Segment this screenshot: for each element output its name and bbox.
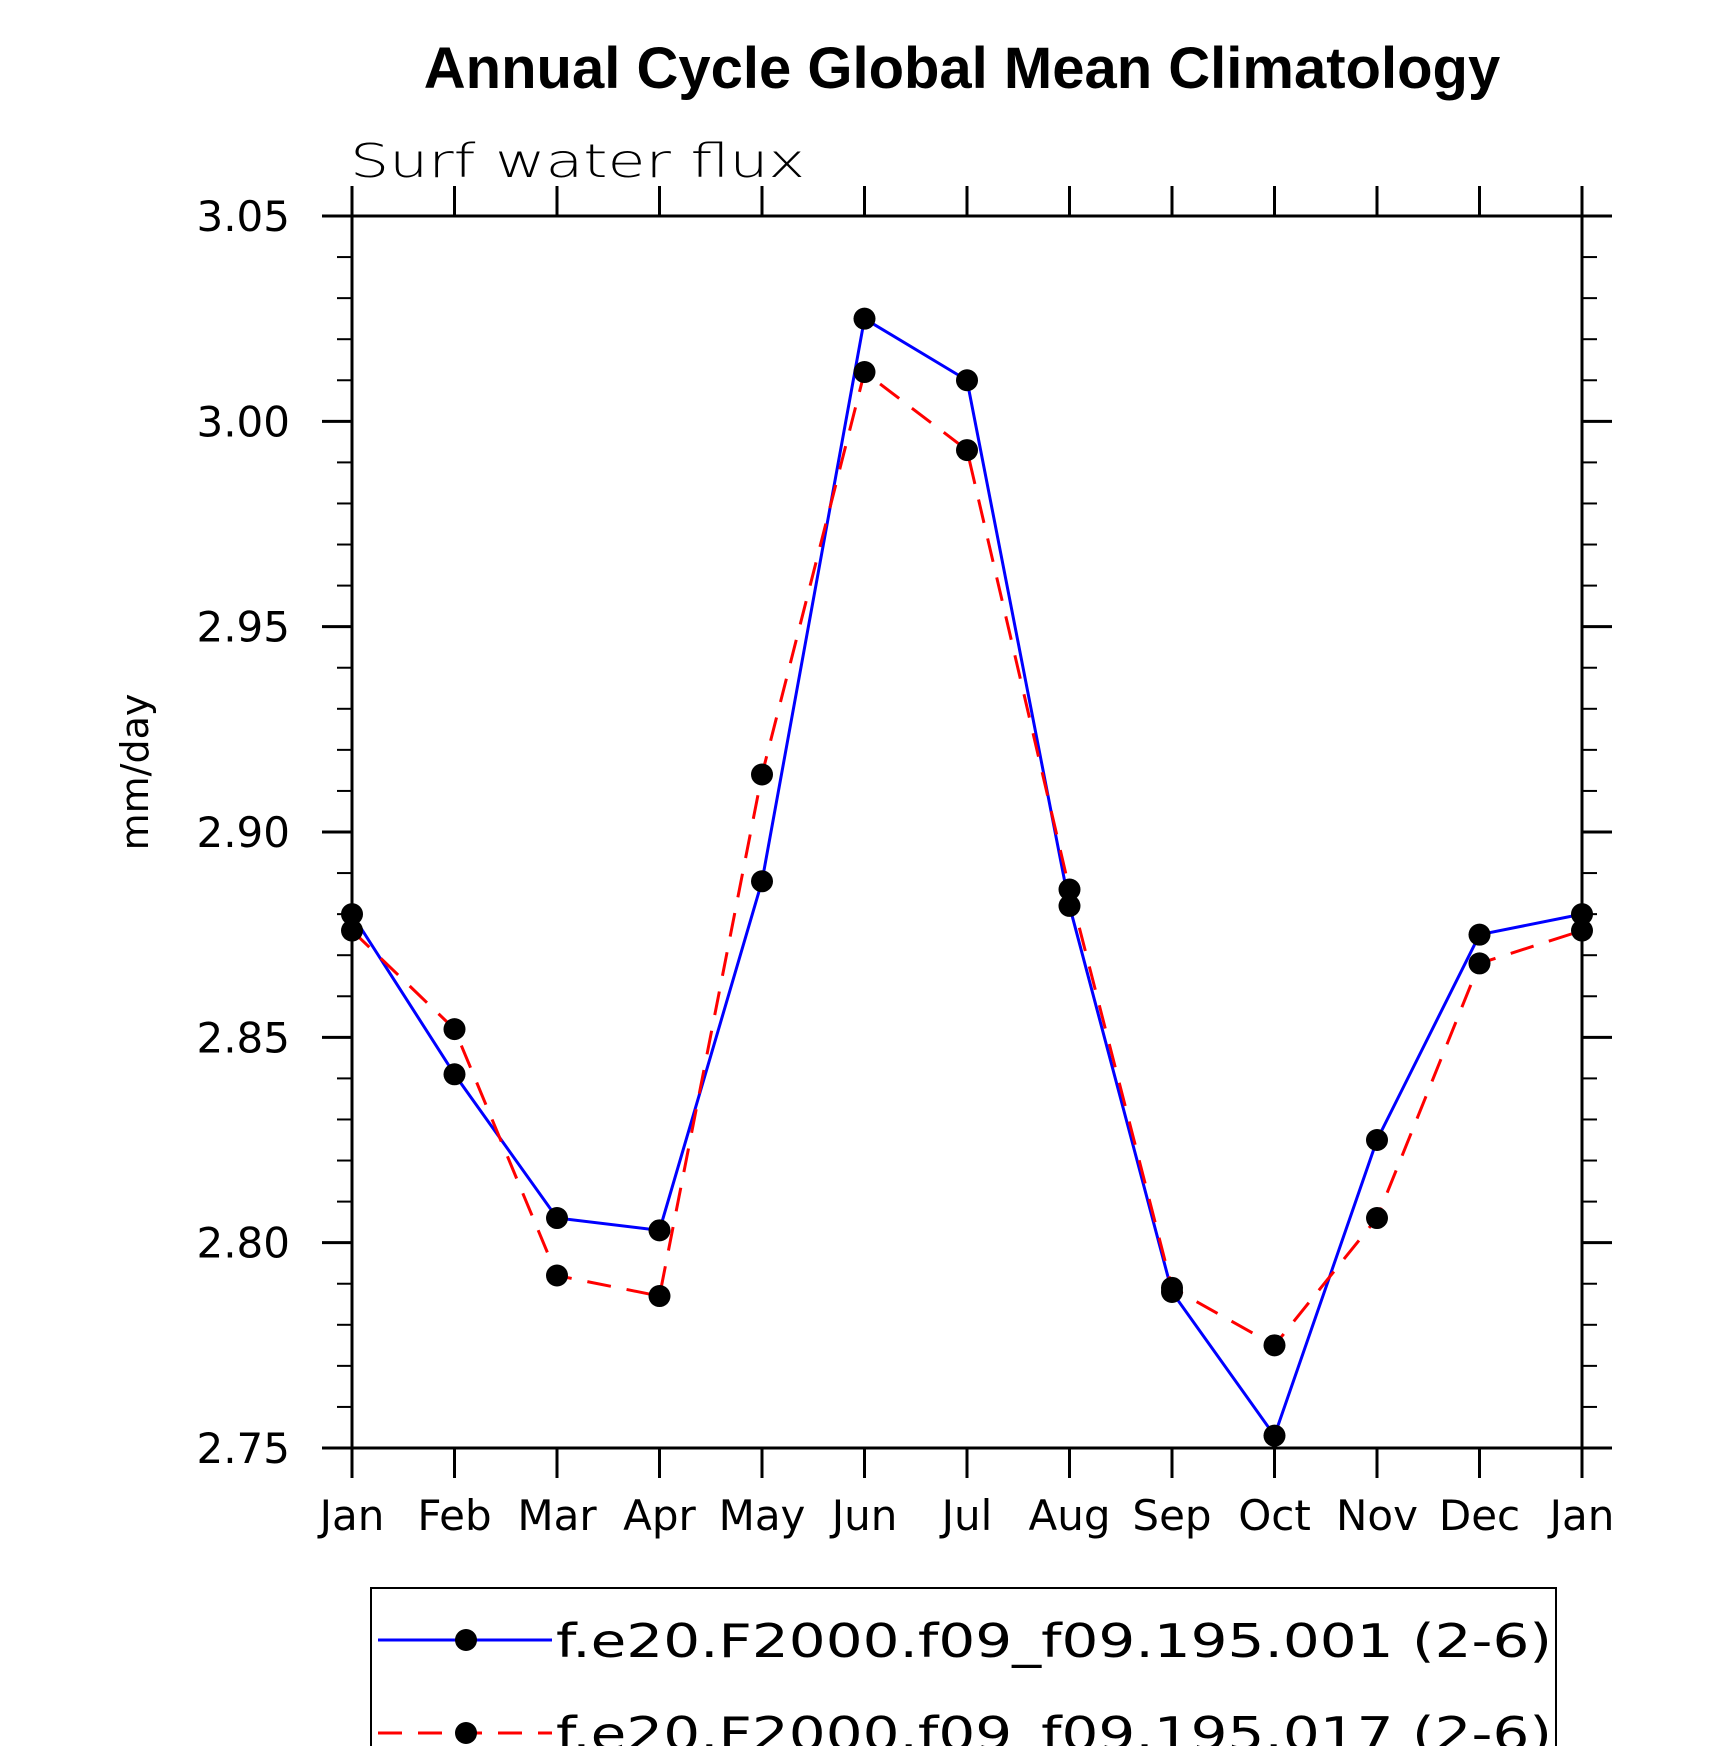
plot-area: Jan Feb Mar Apr May Jun Jul Aug Sep Oct Nov Dec Jan 3…	[196, 186, 1614, 1540]
y-tick-label: 2.80	[196, 1219, 290, 1268]
data-point-series-1	[443, 1063, 466, 1086]
x-tick-label: May	[719, 1491, 806, 1540]
y-tick-label: 3.05	[196, 192, 290, 241]
x-tick-label: Sep	[1132, 1491, 1211, 1540]
legend: f.e20.F2000.f09_f09.195.001 (2-6) f.e20.…	[370, 1587, 1557, 1751]
data-point-series-2	[1468, 952, 1491, 975]
x-tick-label: Jan	[1547, 1491, 1615, 1540]
data-point-series-2	[648, 1285, 671, 1308]
series-line-2	[350, 369, 1583, 1348]
data-point-series-1	[853, 307, 876, 330]
data-point-series-1	[1366, 1129, 1388, 1151]
legend-label-2: f.e20.F2000.f09_f09.195.017 (2-6)	[556, 1707, 1552, 1746]
x-tick-label: Oct	[1238, 1491, 1311, 1540]
x-tick-label: Apr	[623, 1491, 696, 1540]
x-tick-label: Jan	[317, 1491, 385, 1540]
data-point-series-2	[1263, 1334, 1286, 1357]
series-line-1	[350, 316, 1583, 1439]
x-tick-label: Feb	[417, 1491, 491, 1540]
data-point-series-2	[546, 1264, 568, 1287]
y-axis-label: mm/day	[113, 694, 157, 851]
series-layer	[341, 307, 1593, 1447]
data-point-series-2	[956, 439, 978, 462]
data-point-series-1	[751, 870, 773, 893]
y-tick-label: 2.95	[196, 603, 290, 652]
data-point-series-2	[1366, 1207, 1388, 1230]
data-point-series-1	[1571, 903, 1593, 926]
chart-subtitle: Surf water flux	[350, 134, 805, 188]
x-tick-label: Nov	[1336, 1491, 1418, 1540]
data-point-series-2	[341, 919, 363, 942]
y-tick-label: 3.00	[196, 397, 290, 446]
legend-item-2: f.e20.F2000.f09_f09.195.017 (2-6)	[378, 1707, 1552, 1751]
legend-marker-2	[455, 1722, 477, 1744]
legend-marker-1	[455, 1629, 477, 1651]
legend-item-1: f.e20.F2000.f09_f09.195.001 (2-6)	[378, 1614, 1552, 1668]
data-point-series-2	[853, 361, 876, 384]
data-point-series-2	[443, 1018, 466, 1041]
data-point-series-2	[751, 763, 773, 786]
y-tick-label: 2.90	[196, 808, 290, 857]
data-point-series-1	[1058, 894, 1081, 917]
x-tick-label: Aug	[1028, 1491, 1110, 1540]
data-point-series-1	[648, 1219, 671, 1242]
data-point-series-1	[1468, 923, 1491, 946]
y-tick-label: 2.75	[196, 1424, 290, 1473]
data-point-series-1	[546, 1207, 568, 1230]
data-point-series-2	[1058, 878, 1081, 901]
y-tick-label: 2.85	[196, 1013, 290, 1062]
data-point-series-2	[1571, 919, 1593, 942]
data-point-series-1	[956, 369, 978, 392]
chart-title: Annual Cycle Global Mean Climatology	[424, 36, 1500, 101]
legend-box	[370, 1587, 1557, 1751]
x-tick-label: Dec	[1439, 1491, 1520, 1540]
x-tick-label: Jun	[829, 1491, 898, 1540]
plot-frame	[350, 214, 1584, 1450]
x-tick-label: Mar	[517, 1491, 597, 1540]
data-point-series-1	[1263, 1424, 1286, 1447]
data-point-series-2	[1161, 1276, 1183, 1299]
data-point-series-1	[341, 903, 363, 926]
legend-label-1: f.e20.F2000.f09_f09.195.001 (2-6)	[556, 1614, 1552, 1668]
x-tick-label: Jul	[939, 1491, 993, 1540]
